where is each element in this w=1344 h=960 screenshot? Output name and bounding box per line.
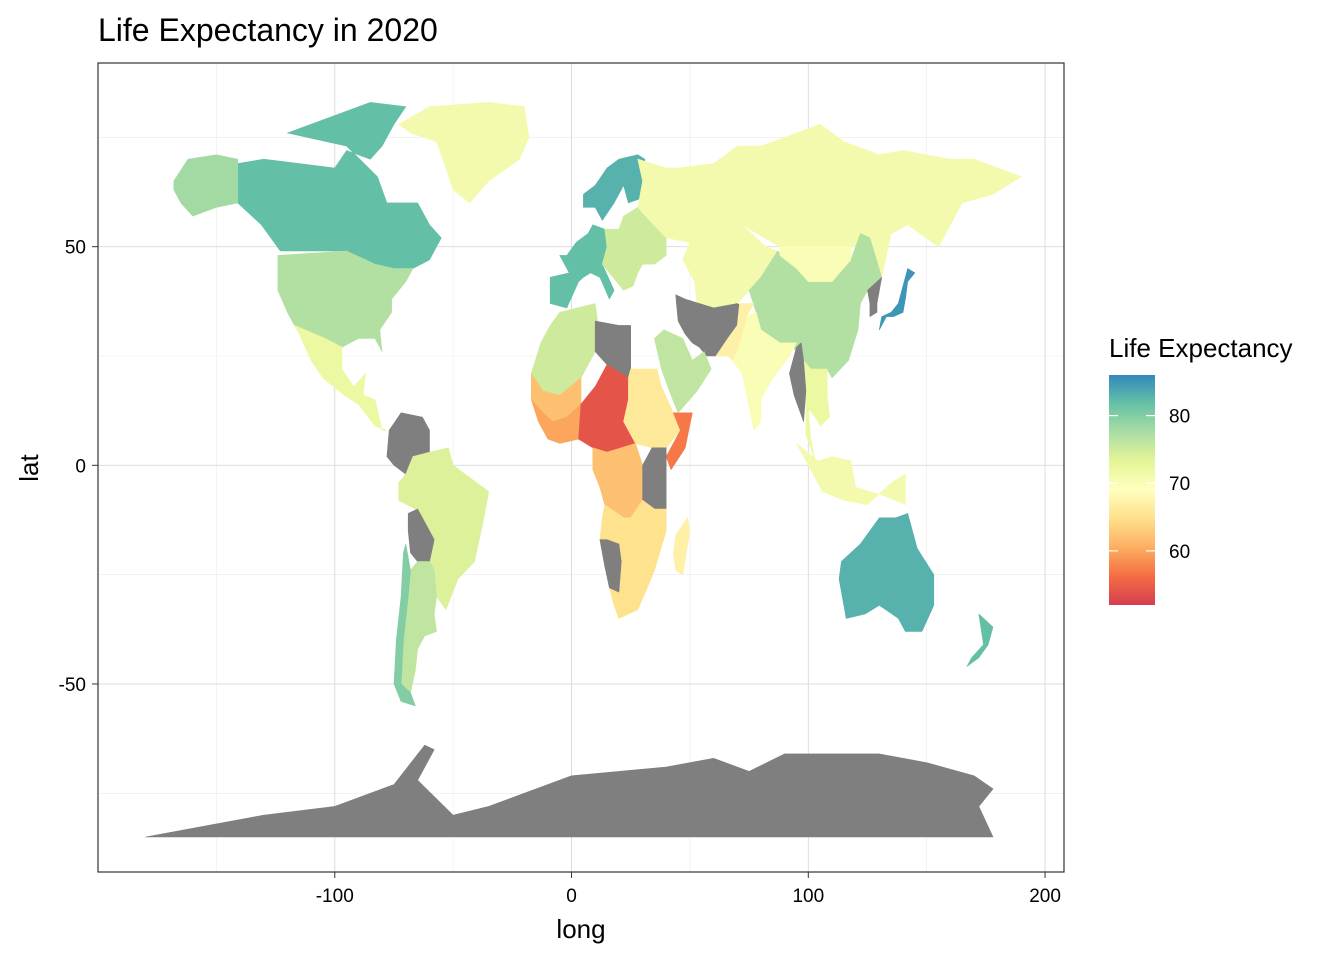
- legend-breaks: 80 70 60: [1109, 407, 1190, 563]
- region-madagascar: Madagascar: [673, 517, 691, 575]
- region-mongolia: Mongolia: [779, 246, 852, 282]
- region-arabian-peninsula: Arabian Peninsula: [654, 329, 712, 414]
- region-chile: Chile: [393, 543, 416, 707]
- x-tick-label: 100: [792, 886, 824, 907]
- x-axis-ticks: -100 0 100 200: [316, 872, 1061, 907]
- color-legend: Life Expectancy 80 70 60: [1109, 333, 1293, 605]
- y-tick-label: 0: [75, 456, 86, 477]
- legend-title: Life Expectancy: [1109, 333, 1293, 363]
- x-tick-label: -100: [316, 886, 354, 907]
- region-somalia: Somalia: [665, 412, 693, 470]
- region-new-zealand: New Zealand: [966, 613, 994, 667]
- region-namibia: Namibia: [599, 539, 622, 593]
- region-australia: Australia: [838, 513, 935, 632]
- region-myanmar: Myanmar: [789, 342, 807, 422]
- region-eastern-europe: Eastern Europe: [602, 207, 667, 291]
- region-usa: USA: [277, 250, 414, 352]
- region-japan: Japan: [879, 268, 916, 331]
- x-tick-label: 0: [566, 886, 577, 907]
- region-korea: Korea: [867, 277, 882, 317]
- y-axis-ticks: 50 0 -50: [59, 238, 98, 696]
- legend-break-label: 60: [1169, 542, 1190, 563]
- region-greenland: Greenland: [398, 102, 530, 204]
- panel-border: [97, 62, 1065, 873]
- chart-title: Life Expectancy in 2020: [98, 12, 438, 48]
- region-antarctica: Antarctica: [145, 744, 994, 838]
- region-indonesia: Indonesia: [796, 443, 906, 505]
- y-axis-title: lat: [14, 453, 44, 481]
- y-tick-label: -50: [59, 675, 86, 696]
- legend-break-label: 80: [1169, 407, 1190, 428]
- region-mexico-central-america: Mexico / Central America: [294, 325, 388, 431]
- region-sudan-ethiopia: Sudan / Ethiopia: [623, 368, 681, 449]
- region-brazil: Brazil: [398, 447, 489, 610]
- x-tick-label: 200: [1029, 886, 1061, 907]
- region-alaska: Alaska: [173, 154, 238, 217]
- plot-panel: CanadaAlaskaUSAMexico / Central AmericaG…: [97, 62, 1065, 873]
- region-india: India: [732, 312, 797, 431]
- country-polygons: CanadaAlaskaUSAMexico / Central AmericaG…: [145, 102, 1022, 838]
- region-pakistan: Pakistan: [715, 303, 755, 361]
- legend-colorbar: [1109, 375, 1155, 605]
- legend-break-label: 70: [1169, 474, 1190, 495]
- region-southeast-asia: Southeast Asia: [803, 360, 830, 462]
- x-axis-title: long: [556, 914, 605, 944]
- y-tick-label: 50: [65, 238, 86, 259]
